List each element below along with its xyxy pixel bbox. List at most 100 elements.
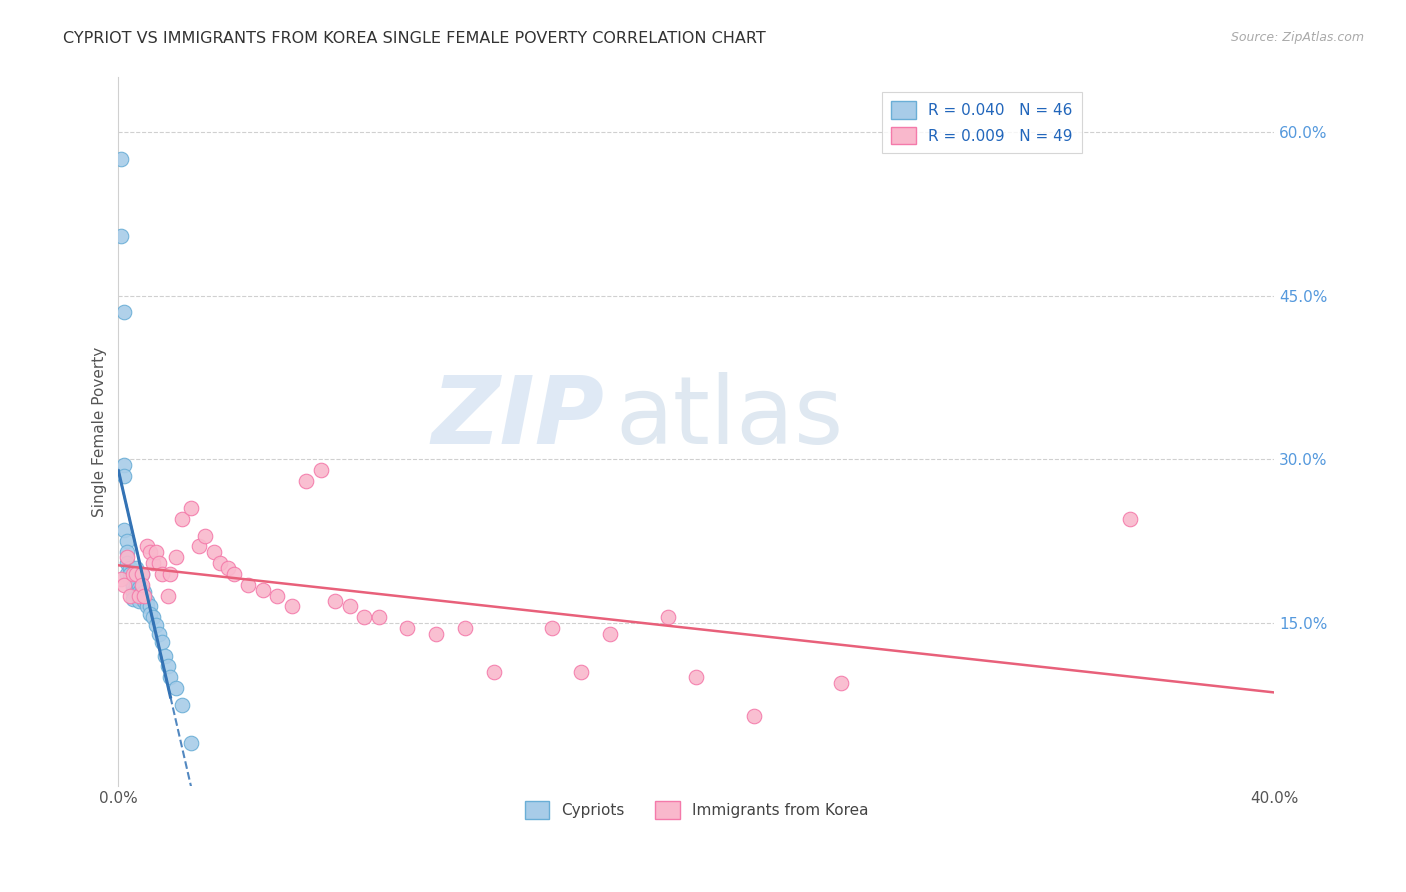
Point — [136, 540, 159, 554]
Point — [118, 589, 141, 603]
Point — [115, 566, 138, 581]
Point — [134, 589, 156, 603]
Point — [115, 545, 138, 559]
Point — [115, 556, 138, 570]
Point — [742, 708, 765, 723]
Point — [118, 566, 141, 581]
Point — [217, 561, 239, 575]
Point — [180, 736, 202, 750]
Point — [188, 540, 211, 554]
Point — [180, 501, 202, 516]
Point — [136, 594, 159, 608]
Point — [122, 566, 145, 581]
Point — [156, 589, 179, 603]
Point — [208, 556, 231, 570]
Point — [339, 599, 361, 614]
Point — [112, 523, 135, 537]
Point — [131, 589, 153, 603]
Point — [170, 512, 193, 526]
Point — [482, 665, 505, 679]
Point — [165, 550, 187, 565]
Point — [128, 594, 150, 608]
Point — [153, 648, 176, 663]
Point — [115, 550, 138, 565]
Point — [353, 610, 375, 624]
Point — [131, 577, 153, 591]
Point — [281, 599, 304, 614]
Point — [541, 621, 564, 635]
Point — [170, 698, 193, 712]
Point — [128, 589, 150, 603]
Point — [125, 561, 148, 575]
Point — [454, 621, 477, 635]
Point — [142, 556, 165, 570]
Point — [145, 545, 167, 559]
Point — [238, 577, 260, 591]
Point — [685, 670, 707, 684]
Point — [599, 626, 621, 640]
Point — [148, 556, 170, 570]
Point — [367, 610, 389, 624]
Text: CYPRIOT VS IMMIGRANTS FROM KOREA SINGLE FEMALE POVERTY CORRELATION CHART: CYPRIOT VS IMMIGRANTS FROM KOREA SINGLE … — [63, 31, 766, 46]
Point — [134, 589, 156, 603]
Legend: Cypriots, Immigrants from Korea: Cypriots, Immigrants from Korea — [519, 795, 875, 825]
Point — [125, 566, 148, 581]
Point — [122, 585, 145, 599]
Point — [222, 566, 245, 581]
Point — [134, 585, 156, 599]
Point — [131, 581, 153, 595]
Point — [128, 589, 150, 603]
Point — [131, 566, 153, 581]
Point — [156, 659, 179, 673]
Point — [323, 594, 346, 608]
Point — [252, 583, 274, 598]
Point — [112, 577, 135, 591]
Point — [830, 676, 852, 690]
Point — [112, 458, 135, 472]
Text: ZIP: ZIP — [432, 372, 605, 464]
Point — [425, 626, 447, 640]
Point — [122, 591, 145, 606]
Point — [150, 635, 173, 649]
Point — [657, 610, 679, 624]
Point — [110, 572, 132, 586]
Point — [145, 618, 167, 632]
Point — [569, 665, 592, 679]
Point — [128, 585, 150, 599]
Point — [194, 528, 217, 542]
Point — [122, 577, 145, 591]
Point — [136, 599, 159, 614]
Point — [110, 153, 132, 167]
Point — [139, 545, 162, 559]
Point — [139, 607, 162, 621]
Point — [110, 228, 132, 243]
Point — [150, 566, 173, 581]
Point — [295, 474, 318, 488]
Point — [396, 621, 419, 635]
Point — [139, 599, 162, 614]
Point — [125, 577, 148, 591]
Point — [266, 589, 288, 603]
Point — [309, 463, 332, 477]
Text: atlas: atlas — [616, 372, 844, 464]
Y-axis label: Single Female Poverty: Single Female Poverty — [93, 347, 107, 517]
Point — [112, 468, 135, 483]
Point — [165, 681, 187, 696]
Point — [202, 545, 225, 559]
Point — [128, 581, 150, 595]
Point — [159, 670, 181, 684]
Point — [159, 566, 181, 581]
Point — [122, 580, 145, 594]
Point — [142, 610, 165, 624]
Point — [122, 572, 145, 586]
Point — [125, 566, 148, 581]
Point — [125, 572, 148, 586]
Point — [112, 305, 135, 319]
Point — [115, 534, 138, 549]
Point — [148, 626, 170, 640]
Point — [1119, 512, 1142, 526]
Point — [118, 572, 141, 586]
Point — [118, 561, 141, 575]
Point — [131, 566, 153, 581]
Point — [134, 594, 156, 608]
